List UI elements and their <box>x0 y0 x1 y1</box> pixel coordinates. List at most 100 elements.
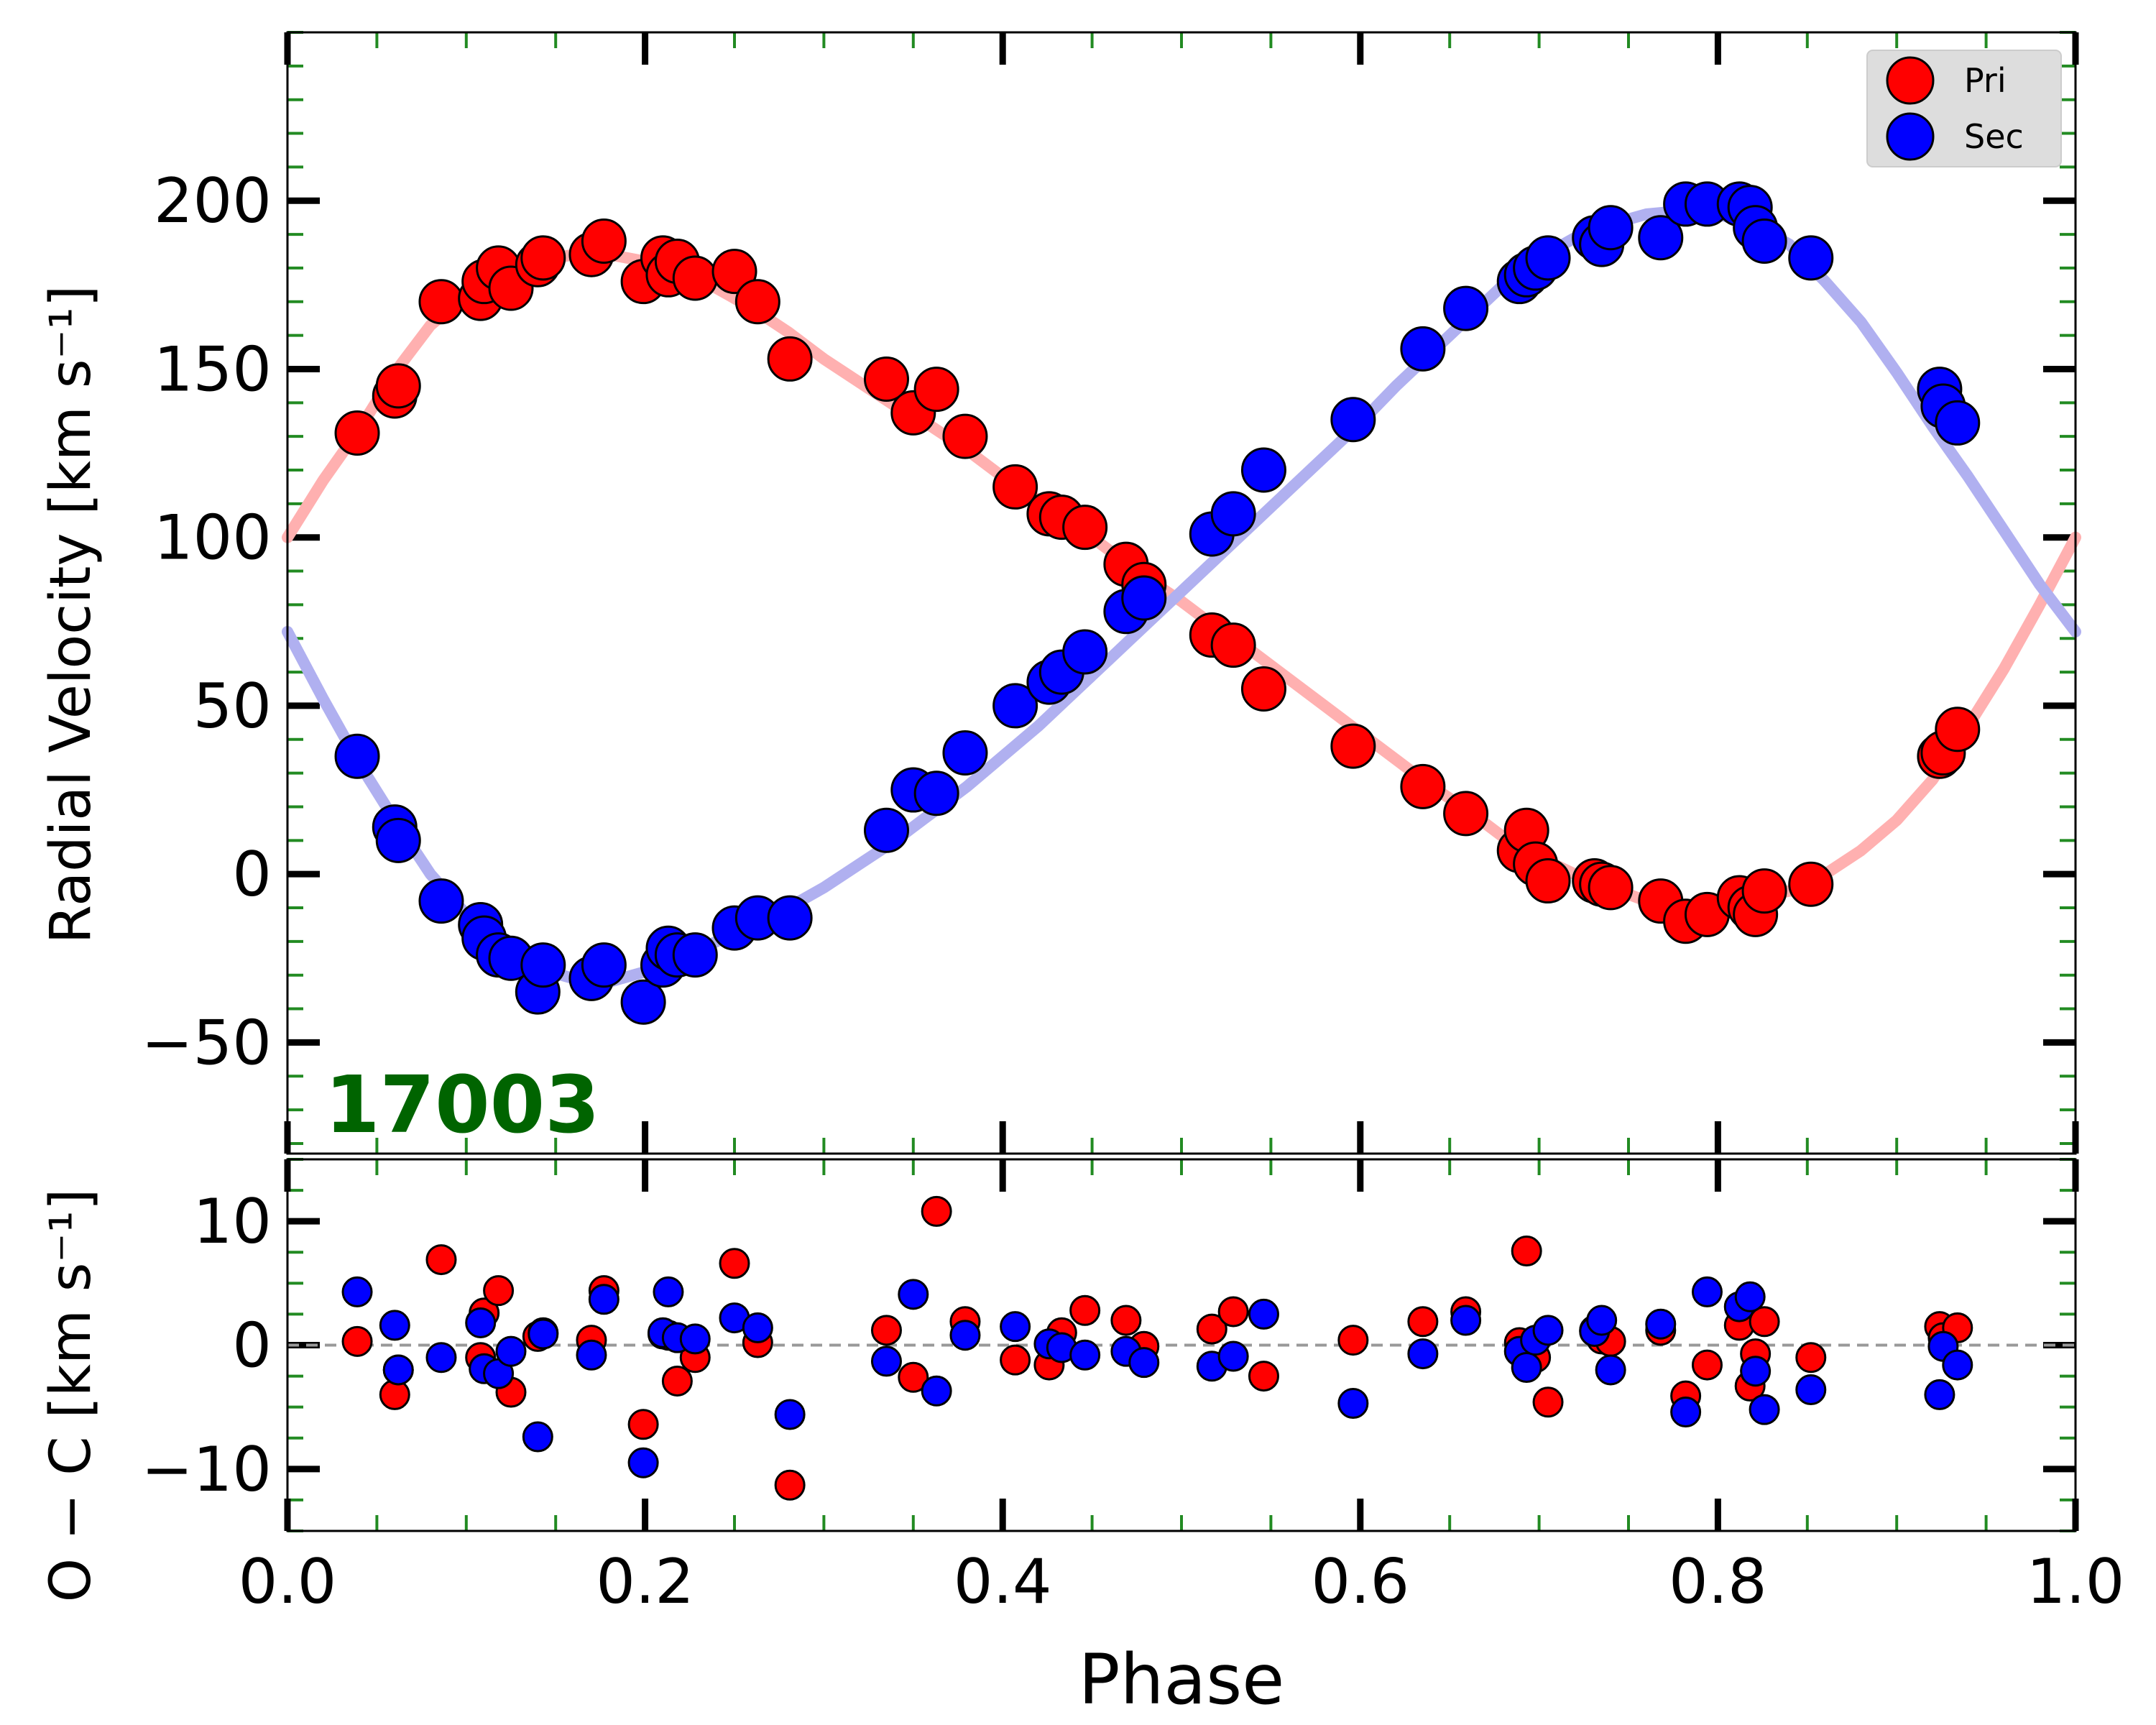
rv-point-sec <box>913 770 959 816</box>
residual-point-sec <box>1740 1356 1772 1387</box>
rv-point-pri <box>863 356 909 402</box>
residual-point-sec <box>1532 1315 1564 1346</box>
rv-data-points <box>334 181 1981 1025</box>
residual-point-sec <box>949 1320 981 1351</box>
residual-point-sec <box>1595 1354 1626 1386</box>
radial-velocity-panel: −50 0 50 100 150 200 Radial Velocity [km s⁻¹]… <box>39 31 2081 1155</box>
rv-point-sec <box>1935 400 1981 446</box>
residual-point-pri <box>1196 1313 1227 1345</box>
rv-point-pri <box>672 255 718 301</box>
x-tick-labels: 0.0 0.2 0.4 0.6 0.8 1.0 <box>239 1546 2125 1618</box>
residual-point-sec <box>1217 1340 1249 1372</box>
residual-point-pri <box>425 1244 457 1276</box>
residual-point-sec <box>522 1421 553 1453</box>
rv-minor-ticks <box>287 31 2076 1154</box>
residual-point-pri <box>1749 1306 1780 1338</box>
residual-point-sec <box>576 1339 607 1371</box>
residuals-panel: −10 0 10 0.0 0.2 0.4 0.6 0.8 1.0 O − C [km s⁻¹]… <box>39 1158 2125 1720</box>
rv-point-sec <box>942 730 988 776</box>
rv-y-axis-label: Radial Velocity [km s⁻¹] <box>39 285 103 944</box>
rv-point-pri <box>1443 791 1489 837</box>
x-tick-label: 0.8 <box>1669 1546 1767 1618</box>
rv-point-sec <box>418 878 464 924</box>
rv-point-sec <box>375 817 421 863</box>
residual-point-sec <box>528 1318 559 1350</box>
x-tick-label: 0.2 <box>596 1546 694 1618</box>
rv-point-pri <box>913 367 959 413</box>
residual-point-sec <box>870 1346 902 1377</box>
rv-y-tick-label: 0 <box>232 839 272 911</box>
rv-point-pri <box>734 279 780 325</box>
legend-marker-pri <box>1886 56 1935 105</box>
rv-point-sec <box>672 932 718 978</box>
residual-point-pri <box>870 1315 902 1346</box>
residual-point-sec <box>1000 1311 1031 1343</box>
residual-point-sec <box>1670 1397 1702 1428</box>
residual-point-sec <box>1128 1347 1160 1379</box>
rv-axes-frame <box>286 31 2077 1155</box>
residual-point-pri <box>1110 1305 1142 1336</box>
legend-items: Pri Sec <box>1886 56 2024 161</box>
rv-y-tick-label: 50 <box>193 671 272 742</box>
rv-point-pri <box>1525 858 1571 904</box>
res-y-tick-label: −10 <box>142 1434 272 1506</box>
rv-point-sec <box>1588 205 1634 251</box>
rv-point-sec <box>1638 215 1684 261</box>
rv-point-pri <box>520 235 566 281</box>
rv-point-pri <box>992 464 1038 510</box>
residual-point-sec <box>379 1310 410 1341</box>
residual-point-pri <box>483 1275 515 1307</box>
rv-point-sec <box>1741 218 1787 264</box>
rv-point-pri <box>767 336 813 382</box>
rv-y-tick-label: 150 <box>154 334 272 405</box>
residual-point-sec <box>465 1307 497 1338</box>
residual-point-pri <box>1217 1296 1249 1328</box>
rv-point-sec <box>1400 326 1446 372</box>
rv-point-sec <box>1240 447 1286 493</box>
residual-point-sec <box>382 1354 414 1386</box>
residual-point-pri <box>341 1325 373 1357</box>
residual-point-pri <box>1532 1386 1564 1418</box>
legend-label-pri: Pri <box>1964 61 2007 100</box>
residual-point-pri <box>627 1409 659 1440</box>
res-y-axis-label: O − C [km s⁻¹] <box>39 1189 103 1602</box>
rv-point-sec <box>1062 629 1108 675</box>
residual-point-sec <box>1407 1338 1439 1370</box>
rv-point-sec <box>992 683 1038 729</box>
residual-point-sec <box>1248 1298 1279 1330</box>
residual-point-pri <box>921 1195 952 1227</box>
residual-point-sec <box>627 1447 659 1478</box>
rv-point-pri <box>1210 622 1256 668</box>
residual-point-sec <box>898 1279 929 1310</box>
rv-point-pri <box>334 410 380 456</box>
x-axis-label: Phase <box>1079 1639 1285 1720</box>
residual-point-pri <box>898 1361 929 1393</box>
rv-y-tick-label: 200 <box>154 165 272 237</box>
rv-point-sec <box>334 733 380 779</box>
residual-point-pri <box>1691 1349 1723 1381</box>
residual-point-sec <box>1691 1276 1723 1307</box>
residual-point-pri <box>1795 1342 1827 1374</box>
residual-point-sec <box>1749 1394 1780 1425</box>
rv-y-tick-labels: −50 0 50 100 150 200 <box>142 165 272 1079</box>
rv-point-sec <box>1443 285 1489 331</box>
legend-marker-sec <box>1886 112 1935 161</box>
residual-point-pri <box>774 1469 806 1501</box>
residual-point-sec <box>1924 1379 1955 1410</box>
rv-point-pri <box>581 218 627 264</box>
residual-point-pri <box>1069 1294 1101 1326</box>
residual-point-sec <box>1586 1305 1618 1336</box>
residual-point-pri <box>719 1248 750 1279</box>
res-y-tick-labels: −10 0 10 <box>142 1186 272 1506</box>
rv-point-pri <box>375 363 421 409</box>
residual-point-sec <box>653 1276 684 1307</box>
rv-point-sec <box>520 942 566 988</box>
residual-point-sec <box>1450 1305 1482 1336</box>
rv-y-tick-label: 100 <box>154 502 272 574</box>
res-y-tick-label: 10 <box>193 1186 272 1258</box>
x-tick-label: 1.0 <box>2027 1546 2125 1618</box>
x-tick-label: 0.6 <box>1311 1546 1409 1618</box>
residual-point-sec <box>425 1342 457 1374</box>
residual-point-sec <box>921 1375 952 1407</box>
residual-point-sec <box>679 1323 711 1355</box>
